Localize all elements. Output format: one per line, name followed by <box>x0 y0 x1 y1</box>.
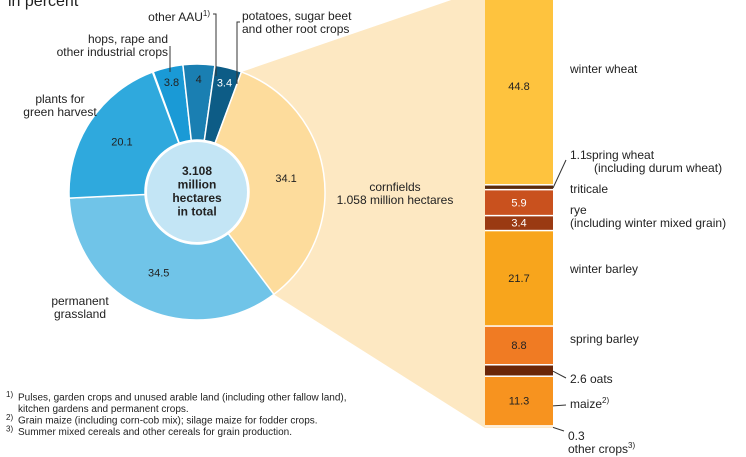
subtitle: in percent <box>8 0 79 10</box>
leader-line <box>236 21 240 84</box>
category-label: and other root crops <box>242 22 349 36</box>
value-label: 44.8 <box>508 81 529 93</box>
footnote-ref: 3) <box>628 441 635 450</box>
value-label: 20.1 <box>111 136 132 148</box>
category-label: cornfields <box>369 180 420 194</box>
donut-segment <box>68 193 275 321</box>
footnote: Summer mixed cereals and other cereals f… <box>18 427 292 438</box>
category-label: other industrial crops <box>57 45 168 59</box>
category-label: potatoes, sugar beet <box>242 9 352 23</box>
footnote-mark: 2) <box>6 413 13 422</box>
category-label: maize2) <box>570 396 609 411</box>
footnote-mark: 3) <box>6 425 13 434</box>
bar-segment <box>485 190 553 215</box>
fan <box>241 0 485 428</box>
value-label: 4 <box>196 74 202 86</box>
center-hole <box>147 142 247 242</box>
value-label: 2.6 <box>570 372 587 386</box>
value-label: 3.4 <box>217 77 232 89</box>
footnote: Pulses, garden crops and unused arable l… <box>18 393 347 404</box>
center-label: million <box>178 178 217 192</box>
category-label: oats <box>590 372 613 386</box>
category-sublabel: (including durum wheat) <box>594 161 722 175</box>
bar-segment <box>485 426 553 428</box>
footnote: Grain maize (including corn-cob mix); si… <box>18 416 318 427</box>
value-label: 5.9 <box>511 197 526 209</box>
footnote-ref: 1) <box>203 9 210 18</box>
bar-segment <box>485 0 553 185</box>
bar-segment <box>485 365 553 376</box>
value-label: 34.5 <box>148 267 169 279</box>
category-label: spring barley <box>570 332 639 346</box>
category-label: hops, rape and <box>88 32 168 46</box>
leader-line <box>552 370 567 379</box>
category-label: rye <box>570 203 587 217</box>
value-label: 11.3 <box>509 396 530 408</box>
value-label: 34.1 <box>275 173 296 185</box>
bar-segment <box>485 185 553 189</box>
donut-segment <box>68 71 180 199</box>
footnote-mark: 1) <box>6 390 13 399</box>
category-label: green harvest <box>23 105 97 119</box>
center-label: hectares <box>172 191 222 205</box>
category-label: triticale <box>570 182 608 196</box>
bar-segment <box>485 326 553 365</box>
category-label: other AAU1) <box>148 9 210 24</box>
footnote-ref: 2) <box>602 396 609 405</box>
value-label: 3.4 <box>511 218 526 230</box>
leader-line <box>213 13 217 76</box>
category-label: winter wheat <box>569 62 638 76</box>
category-label: permanent <box>51 294 109 308</box>
leader-line <box>552 159 567 189</box>
category-label: grassland <box>54 307 106 321</box>
leader-line <box>552 404 567 407</box>
category-sublabel: (including winter mixed grain) <box>570 216 726 230</box>
footnote: kitchen gardens and permanent crops. <box>18 404 189 415</box>
value-label: 1.1 <box>570 148 587 162</box>
category-label: other crops3) <box>568 441 635 456</box>
category-label: plants for <box>35 92 84 106</box>
category-label: 1.058 million hectares <box>337 193 454 207</box>
category-label: spring wheat <box>586 148 655 162</box>
center-label: in total <box>177 205 216 219</box>
donut-segment <box>214 71 326 296</box>
bar-segment <box>485 216 553 230</box>
bar-segment <box>485 231 553 326</box>
value-label: 0.3 <box>568 429 585 443</box>
value-label: 3.8 <box>164 77 179 89</box>
value-label: 8.8 <box>511 340 526 352</box>
center-label: 3.108 <box>182 164 212 178</box>
leader-line <box>552 426 565 432</box>
bar-segment <box>485 376 553 426</box>
category-label: winter barley <box>569 262 638 276</box>
value-label: 21.7 <box>508 273 529 285</box>
